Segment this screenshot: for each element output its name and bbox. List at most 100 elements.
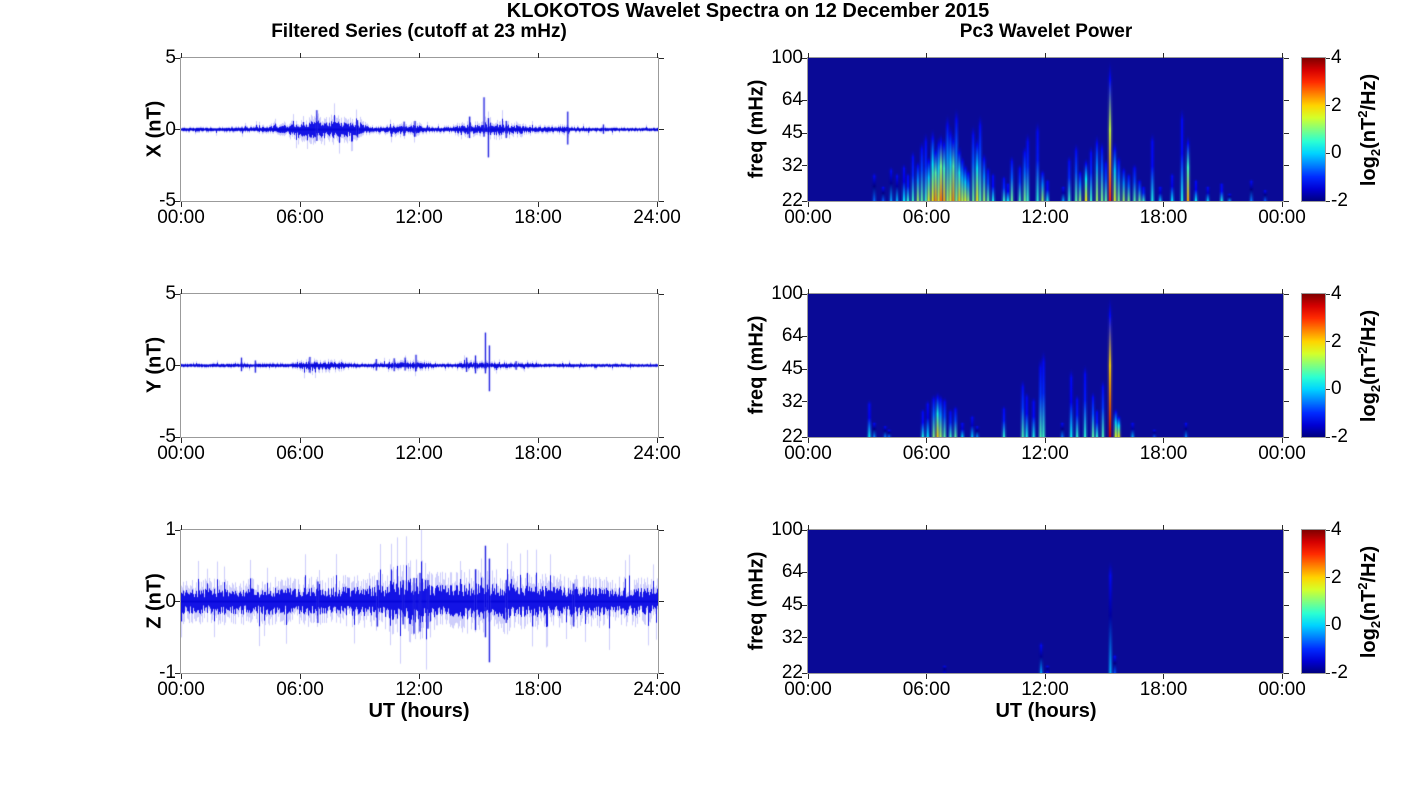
y-tick-label: 5 (165, 283, 176, 304)
x-tick-label: 00:00 (157, 679, 205, 700)
colorbar-label-part: /Hz) (1357, 545, 1380, 583)
axis-tick-mark (537, 53, 539, 58)
freq-tick-label: 22 (781, 190, 803, 211)
axis-tick-mark (807, 525, 809, 530)
freq-tick-label: 64 (781, 561, 803, 583)
axis-tick-mark (802, 335, 807, 337)
axis-tick-mark (537, 674, 539, 679)
axis-tick-mark (807, 289, 809, 294)
axis-tick-mark (659, 529, 664, 531)
x_filtered_series-canvas (180, 57, 659, 202)
z_filtered_series-canvas (180, 529, 659, 674)
figure-title: KLOKOTOS Wavelet Spectra on 12 December … (506, 0, 990, 22)
colorbar-label-part: log (1357, 627, 1380, 658)
x-tick-label: 12:00 (395, 207, 443, 228)
axis-tick-mark (656, 525, 658, 530)
left-xaxis-label: UT (hours) (368, 700, 470, 722)
colorbar-tick-label: 0 (1331, 142, 1342, 164)
axis-tick-mark (802, 571, 807, 573)
axis-tick-mark (802, 200, 807, 202)
axis-tick-mark (1281, 202, 1283, 207)
axis-tick-mark (802, 436, 807, 438)
axis-tick-mark (656, 438, 658, 443)
axis-tick-mark (180, 53, 182, 58)
colorbar-canvas (1301, 293, 1326, 438)
x-tick-label: 00:00 (784, 207, 832, 228)
x-tick-label: 00:00 (784, 679, 832, 700)
axis-tick-mark (299, 438, 301, 443)
axis-tick-mark (537, 202, 539, 207)
axis-tick-mark (1163, 53, 1164, 58)
x-tick-label: 24:00 (633, 679, 681, 700)
axis-tick-mark (1326, 293, 1330, 295)
x-tick-label: 12:00 (395, 443, 443, 464)
colorbar-tick-label: 4 (1331, 519, 1342, 540)
axis-tick-mark (659, 601, 664, 602)
x-tick-label: 06:00 (276, 443, 324, 464)
axis-tick-mark (1326, 341, 1330, 343)
axis-tick-mark (299, 674, 301, 679)
axis-tick-mark (1326, 152, 1330, 154)
axis-tick-mark (180, 202, 182, 207)
colorbar-tick-label: 0 (1331, 614, 1342, 636)
colorbar-label-part: 2 (1367, 620, 1383, 628)
y-tick-label: 0 (165, 590, 176, 612)
axis-tick-mark (926, 525, 927, 530)
axis-tick-mark (1163, 202, 1164, 207)
x-tick-label: 06:00 (276, 679, 324, 700)
colorbar-canvas (1301, 57, 1326, 202)
axis-tick-mark (1326, 672, 1330, 674)
x-tick-label: 06:00 (902, 679, 951, 700)
axis-tick-mark (1284, 436, 1289, 438)
x-tick-label: 06:00 (902, 443, 951, 464)
freq-tick-label: 22 (781, 662, 803, 683)
colorbar-label: log2(nT2/Hz) (1355, 309, 1383, 421)
colorbar-label-part: 2 (1355, 346, 1371, 354)
axis-tick-mark (1284, 672, 1289, 674)
x-tick-label: 18:00 (514, 679, 562, 700)
axis-tick-mark (659, 672, 664, 674)
axis-tick-mark (418, 53, 420, 58)
x-tick-label: 12:00 (1021, 443, 1069, 464)
axis-tick-mark (802, 604, 807, 606)
axis-tick-mark (1163, 674, 1164, 679)
axis-tick-mark (175, 365, 180, 366)
colorbar-label-part: log (1357, 155, 1380, 186)
freq-tick-label: 32 (781, 390, 803, 412)
x-tick-label: 00:00 (157, 207, 205, 228)
freq-tick-label: 45 (781, 594, 803, 616)
x-tick-label: 24:00 (633, 443, 681, 464)
y-tick-label: -5 (159, 426, 176, 447)
axis-tick-mark (175, 529, 180, 531)
colorbar-label-part: 2 (1355, 582, 1371, 590)
freq-tick-label: 100 (771, 47, 803, 68)
colorbar-label-part: (nT (1357, 589, 1380, 621)
left-column-title: Filtered Series (cutoff at 23 mHz) (271, 21, 567, 42)
y-tick-label: -5 (159, 190, 176, 211)
axis-tick-mark (802, 401, 807, 403)
axis-tick-mark (1326, 577, 1330, 579)
axis-tick-mark (926, 674, 927, 679)
freq-tick-label: 45 (781, 122, 803, 144)
axis-tick-mark (1284, 368, 1289, 370)
colorbar-tick-label: -2 (1331, 426, 1348, 447)
colorbar-tick-label: 2 (1331, 566, 1342, 588)
axis-tick-mark (1326, 529, 1330, 531)
x-tick-label: 18:00 (1139, 207, 1188, 228)
x-tick-label: 00:00 (784, 443, 832, 464)
axis-tick-mark (418, 438, 420, 443)
axis-tick-mark (1281, 53, 1283, 58)
axis-tick-mark (1284, 99, 1289, 101)
colorbar-tick-label: 0 (1331, 378, 1342, 400)
axis-tick-mark (175, 601, 180, 602)
freq-tick-label: 32 (781, 154, 803, 176)
x-tick-label: 00:00 (1258, 443, 1306, 464)
axis-tick-mark (1044, 202, 1046, 207)
axis-tick-mark (659, 129, 664, 130)
axis-tick-mark (802, 672, 807, 674)
axis-tick-mark (926, 289, 927, 294)
colorbar-canvas (1301, 529, 1326, 674)
axis-tick-mark (802, 368, 807, 370)
axis-tick-mark (1284, 335, 1289, 337)
